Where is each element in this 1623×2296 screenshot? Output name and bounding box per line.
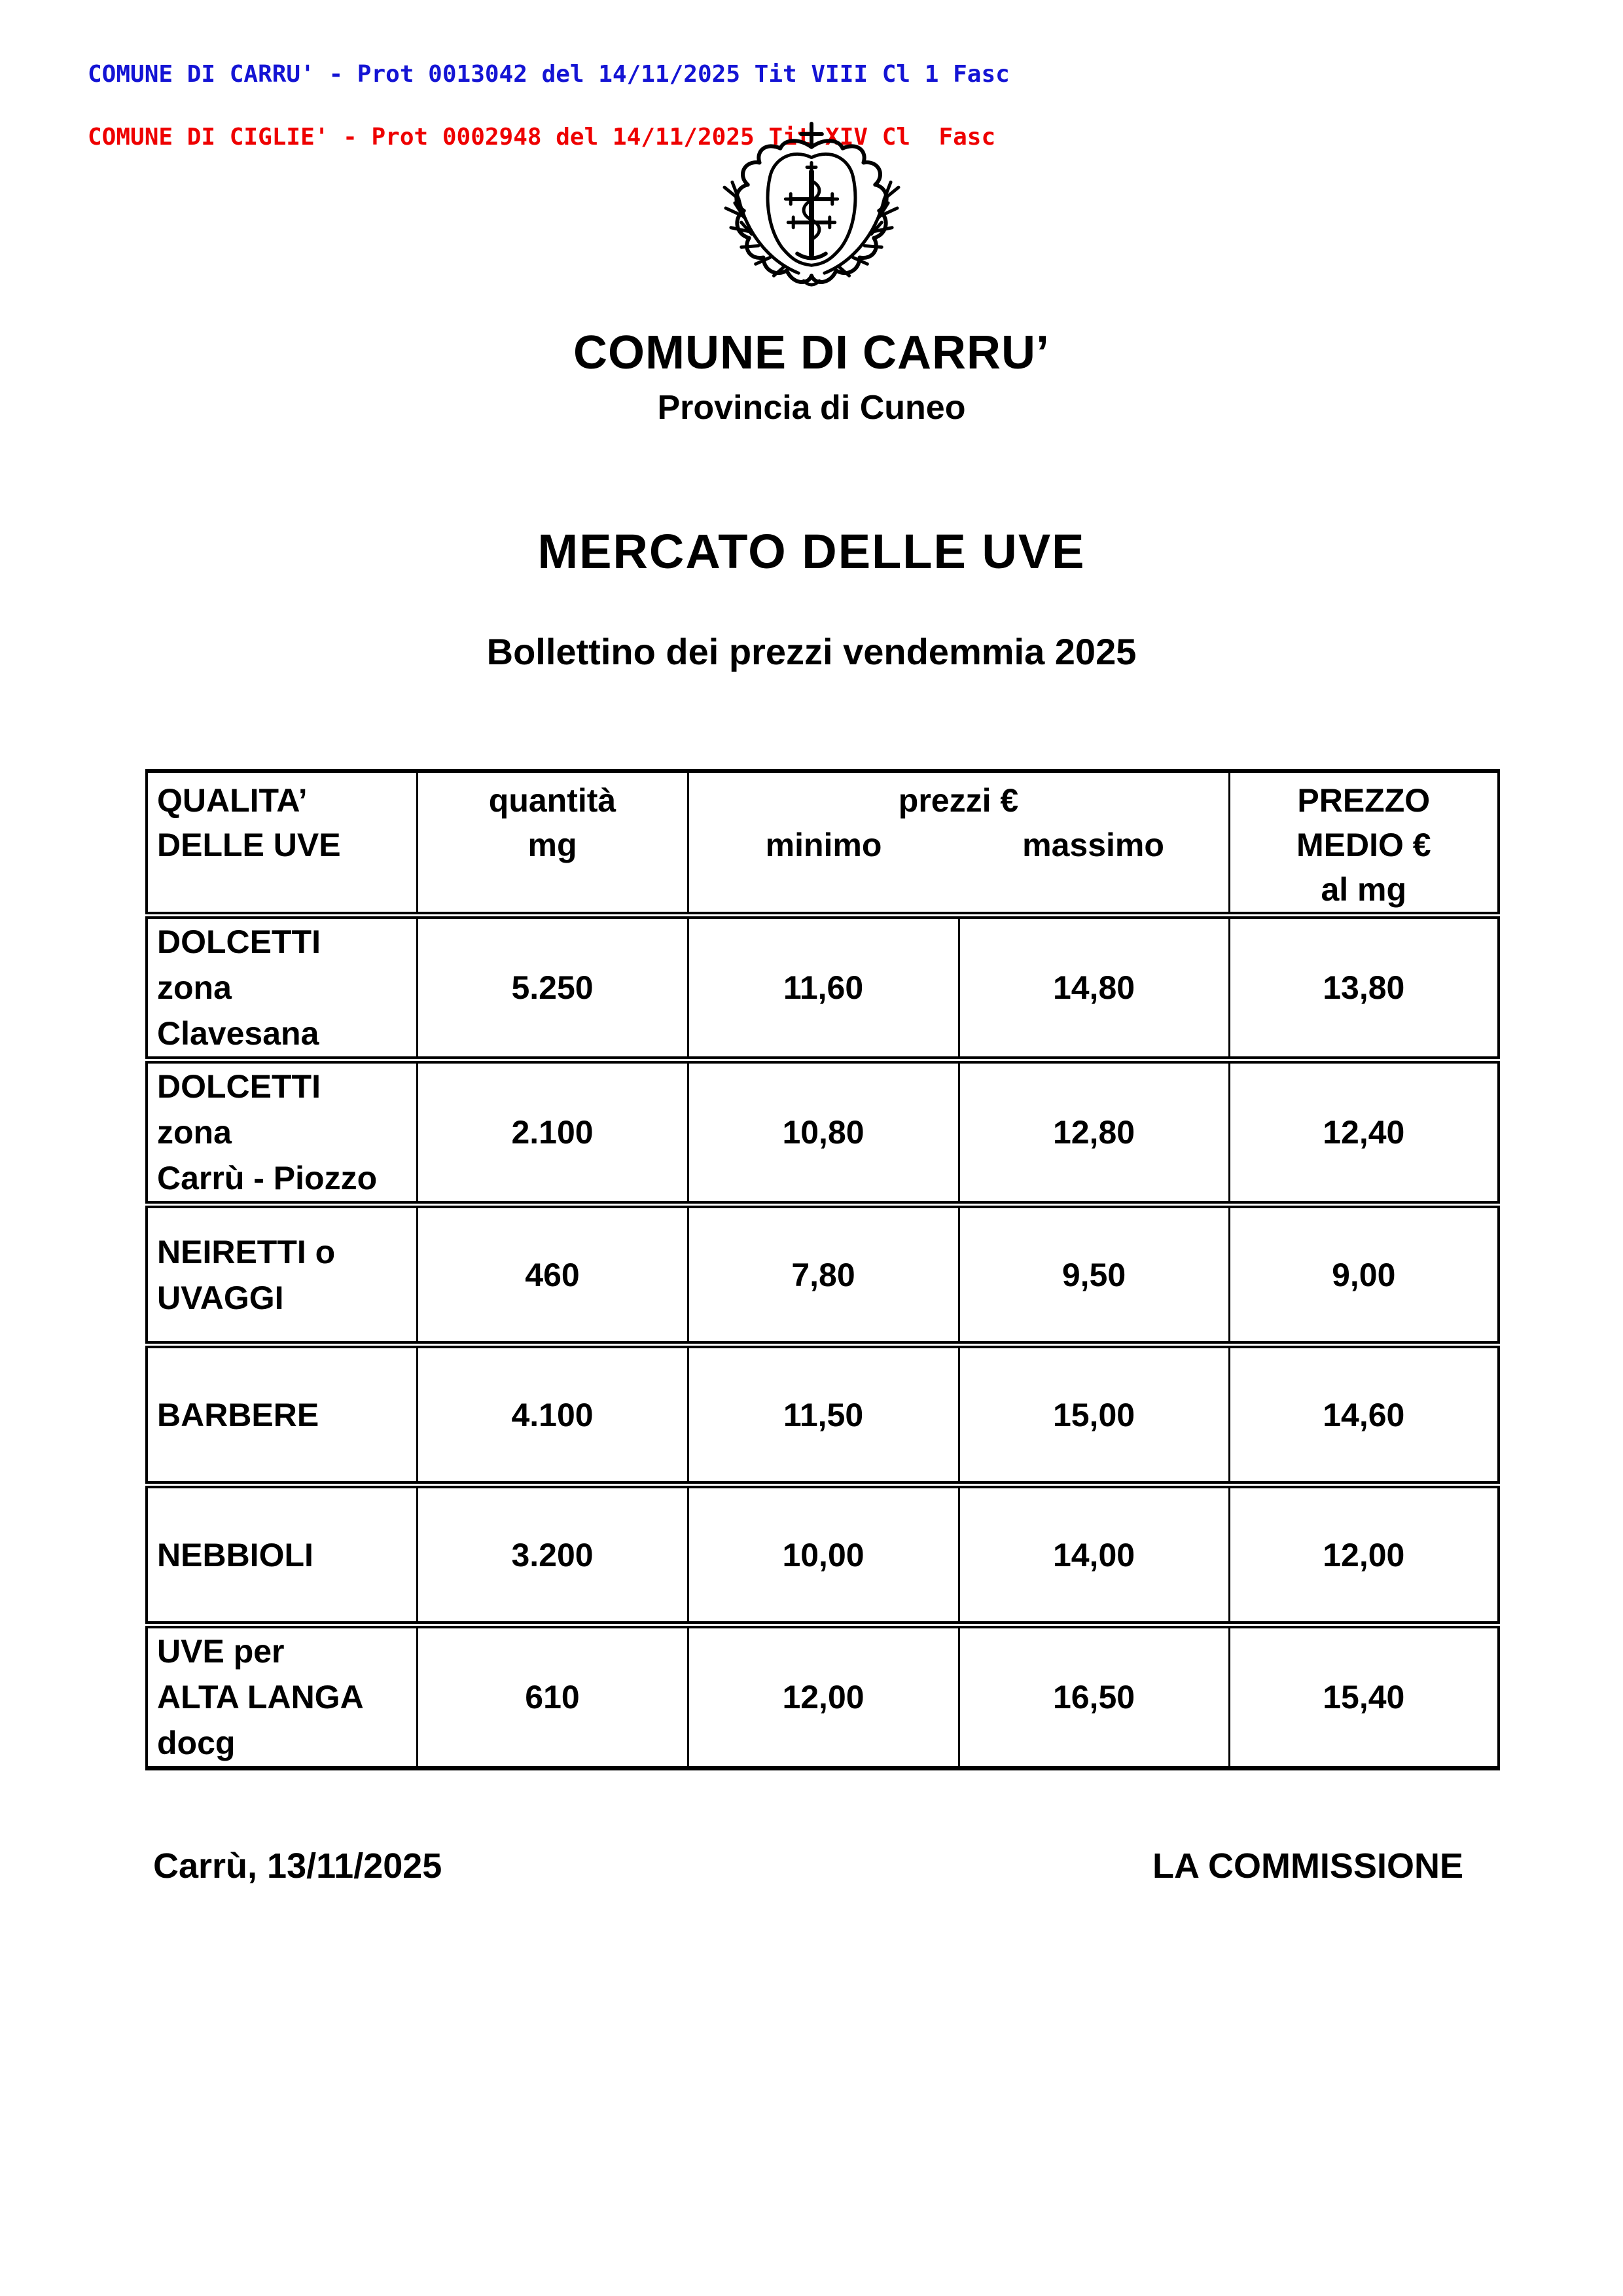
max-price-cell: 14,80 — [957, 915, 1230, 1064]
col-header-min: minimo — [765, 827, 882, 863]
avg-price-cell: 15,40 — [1228, 1624, 1500, 1770]
quantity-cell: 460 — [416, 1204, 689, 1348]
max-price-cell: 9,50 — [957, 1204, 1230, 1348]
table-header-row: QUALITA’ DELLE UVE quantità mg prezzi € … — [145, 769, 1500, 919]
quantity-cell: 3.200 — [416, 1484, 689, 1628]
avg-price-cell: 12,00 — [1228, 1484, 1500, 1628]
quality-cell: DOLCETTI zona Clavesana — [145, 915, 418, 1064]
municipal-coat-of-arms-icon — [722, 121, 901, 287]
col-header-prices-group: prezzi € minimo massimo — [687, 769, 1230, 919]
max-price-cell: 16,50 — [957, 1624, 1230, 1770]
protocol-stamp-carru: COMUNE DI CARRU' - Prot 0013042 del 14/1… — [88, 61, 1010, 88]
quality-cell: BARBERE — [145, 1344, 418, 1488]
quality-cell: UVE per ALTA LANGA docg — [145, 1624, 418, 1770]
min-price-cell: 10,00 — [687, 1484, 960, 1628]
avg-price-cell: 13,80 — [1228, 915, 1500, 1064]
place-date: Carrù, 13/11/2025 — [153, 1846, 442, 1886]
avg-price-cell: 12,40 — [1228, 1060, 1500, 1208]
table-row: BARBERE 4.100 11,50 15,00 14,60 — [145, 1344, 1500, 1488]
quantity-cell: 610 — [416, 1624, 689, 1770]
province-name: Provincia di Cuneo — [657, 389, 966, 427]
max-price-cell: 14,00 — [957, 1484, 1230, 1628]
min-price-cell: 11,60 — [687, 915, 960, 1064]
min-price-cell: 10,80 — [687, 1060, 960, 1208]
quantity-cell: 4.100 — [416, 1344, 689, 1488]
protocol-stamps: COMUNE DI CARRU' - Prot 0013042 del 14/1… — [88, 22, 1010, 190]
table-row: UVE per ALTA LANGA docg 610 12,00 16,50 … — [145, 1624, 1500, 1770]
footer: Carrù, 13/11/2025 LA COMMISSIONE — [153, 1846, 1463, 1886]
col-header-average: PREZZO MEDIO € al mg — [1228, 769, 1500, 919]
col-header-quantity: quantità mg — [416, 769, 689, 919]
avg-price-cell: 9,00 — [1228, 1204, 1500, 1348]
max-price-cell: 15,00 — [957, 1344, 1230, 1488]
prices-group-label: prezzi € — [898, 782, 1019, 819]
min-price-cell: 12,00 — [687, 1624, 960, 1770]
document-subtitle: Bollettino dei prezzi vendemmia 2025 — [486, 631, 1137, 672]
protocol-stamp-ciglie: COMUNE DI CIGLIE' - Prot 0002948 del 14/… — [88, 124, 996, 151]
document-title: MERCATO DELLE UVE — [537, 524, 1086, 579]
quality-cell: NEBBIOLI — [145, 1484, 418, 1628]
table-row: DOLCETTI zona Clavesana 5.250 11,60 14,8… — [145, 915, 1500, 1064]
avg-price-cell: 14,60 — [1228, 1344, 1500, 1488]
table-row: NEIRETTI o UVAGGI 460 7,80 9,50 9,00 — [145, 1204, 1500, 1348]
table-row: NEBBIOLI 3.200 10,00 14,00 12,00 — [145, 1484, 1500, 1628]
municipality-name: COMUNE DI CARRU’ — [573, 327, 1050, 379]
max-price-cell: 12,80 — [957, 1060, 1230, 1208]
grape-prices-table: QUALITA’ DELLE UVE quantità mg prezzi € … — [145, 769, 1501, 1770]
commission-signature: LA COMMISSIONE — [1152, 1846, 1463, 1886]
quality-cell: NEIRETTI o UVAGGI — [145, 1204, 418, 1348]
quantity-cell: 5.250 — [416, 915, 689, 1064]
quality-cell: DOLCETTI zona Carrù - Piozzo — [145, 1060, 418, 1208]
prices-table-wrapper: QUALITA’ DELLE UVE quantità mg prezzi € … — [145, 769, 1501, 1770]
table-row: DOLCETTI zona Carrù - Piozzo 2.100 10,80… — [145, 1060, 1500, 1208]
prices-subheaders: minimo massimo — [690, 823, 1227, 867]
min-price-cell: 11,50 — [687, 1344, 960, 1488]
quantity-cell: 2.100 — [416, 1060, 689, 1208]
col-header-max: massimo — [1022, 827, 1164, 863]
min-price-cell: 7,80 — [687, 1204, 960, 1348]
col-header-quality: QUALITA’ DELLE UVE — [145, 769, 418, 919]
